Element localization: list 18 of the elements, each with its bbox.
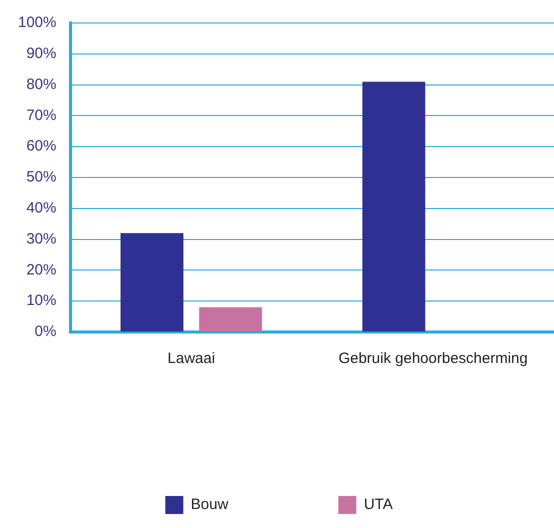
bar bbox=[362, 82, 426, 332]
y-tick-label: 30% bbox=[26, 230, 56, 248]
y-tick-label: 50% bbox=[26, 168, 56, 186]
y-tick-label: 40% bbox=[26, 200, 56, 217]
bar bbox=[120, 233, 184, 332]
y-tick-label: 10% bbox=[26, 292, 56, 310]
x-tick-label: Lawaai bbox=[168, 350, 216, 368]
y-tick-label: 90% bbox=[26, 45, 56, 62]
y-tick-label: 80% bbox=[26, 76, 56, 93]
y-tick-label: 60% bbox=[26, 138, 56, 155]
legend-label: UTA bbox=[364, 496, 393, 514]
y-tick-label: 70% bbox=[26, 106, 56, 124]
y-tick-label: 100% bbox=[18, 14, 56, 32]
legend-label: Bouw bbox=[190, 496, 228, 514]
x-tick-label: Gebruik gehoorbescherming bbox=[338, 350, 528, 368]
bar bbox=[199, 307, 262, 332]
y-tick-label: 20% bbox=[26, 261, 56, 278]
y-tick-label: 0% bbox=[34, 323, 56, 340]
